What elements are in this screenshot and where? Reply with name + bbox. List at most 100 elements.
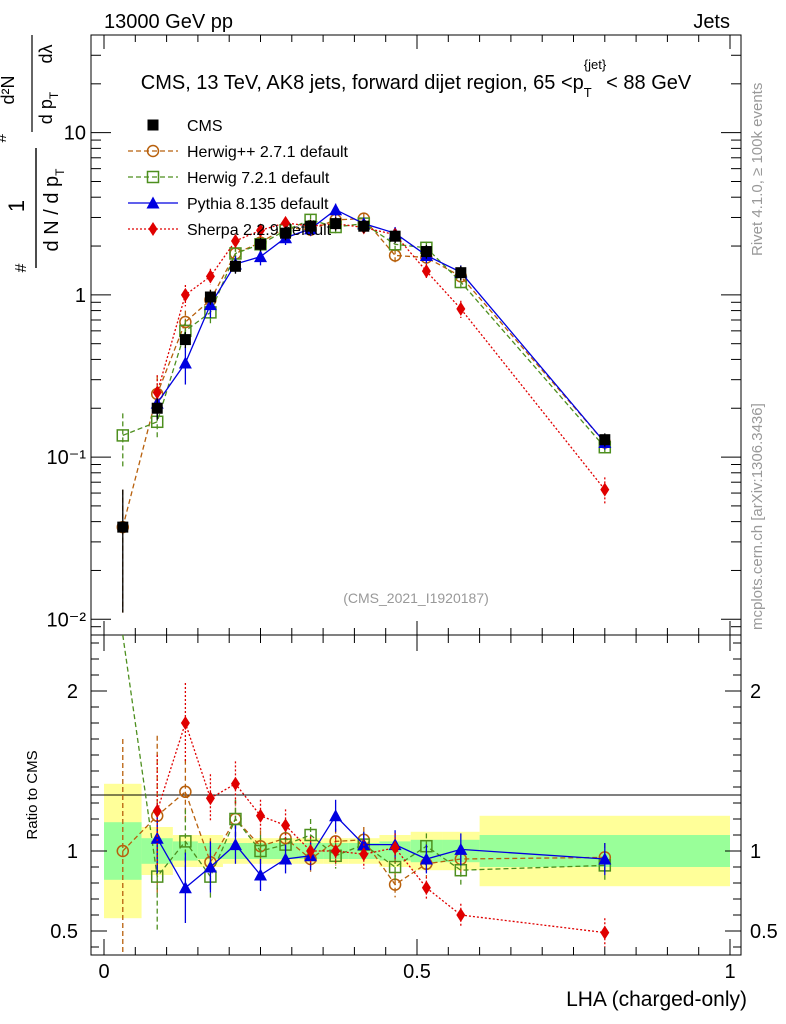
main-2-line bbox=[156, 208, 606, 443]
main-y-tick-label: 10⁻² bbox=[47, 609, 87, 631]
ratio-2-point bbox=[329, 809, 343, 822]
main-2-point bbox=[178, 356, 192, 369]
main-data-point bbox=[117, 521, 129, 533]
ylabel-dN-main: d N / d p bbox=[41, 176, 63, 252]
main-0-line bbox=[122, 217, 606, 528]
main-data-point bbox=[330, 218, 342, 230]
ylabel-dlambda: dλ bbox=[36, 44, 56, 63]
main-data-point bbox=[280, 227, 292, 239]
ratio-1-point bbox=[304, 828, 317, 842]
main-data-point bbox=[599, 434, 611, 446]
legend-marker bbox=[146, 144, 160, 158]
main-data-point bbox=[151, 402, 163, 414]
main-3-series bbox=[152, 215, 610, 505]
main-y-tick-label: 1 bbox=[75, 285, 86, 307]
ratio-3-point bbox=[421, 880, 431, 895]
chart-title: CMS, 13 TeV, AK8 jets, forward dijet reg… bbox=[141, 57, 692, 100]
main-3-point bbox=[230, 233, 240, 248]
main-2-point bbox=[329, 203, 343, 216]
legend-marker bbox=[148, 222, 158, 236]
ylabel-d2N: d²N bbox=[0, 75, 18, 104]
legend-marker bbox=[146, 196, 160, 209]
main-3-point bbox=[205, 269, 215, 284]
chart-title-sub: T bbox=[584, 85, 592, 100]
ratio-3-series bbox=[152, 683, 610, 947]
main-2-series bbox=[150, 203, 612, 450]
main-series bbox=[116, 203, 612, 613]
ratio-y-tick-label-right: 1 bbox=[750, 841, 761, 863]
ratio-2-point bbox=[150, 831, 164, 844]
main-3-point bbox=[456, 301, 466, 316]
main-3-point bbox=[180, 287, 190, 302]
ratio-2-point bbox=[279, 852, 293, 865]
rivet-label: Rivet 4.1.0, ≥ 100k events bbox=[749, 83, 766, 256]
legend-label: Herwig++ 2.7.1 default bbox=[187, 144, 349, 161]
xlabel: LHA (charged-only) bbox=[566, 988, 747, 1011]
ratio-ylabel: Ratio to CMS bbox=[24, 750, 41, 839]
ratio-3-point bbox=[230, 776, 240, 791]
main-y-tick-label: 10⁻¹ bbox=[47, 447, 87, 469]
main-1-line bbox=[122, 219, 606, 448]
ratio-1-point bbox=[229, 812, 242, 826]
legend-label: Herwig 7.2.1 default bbox=[187, 170, 330, 187]
chart-title-tail: < 88 GeV bbox=[606, 72, 692, 94]
chart-title-main: CMS, 13 TeV, AK8 jets, forward dijet reg… bbox=[141, 72, 584, 94]
ylabel-one: 1 bbox=[4, 200, 29, 212]
main-3-point bbox=[421, 264, 431, 279]
ratio-2-point bbox=[254, 868, 267, 881]
ratio-3-point bbox=[456, 908, 466, 922]
main-data-point bbox=[255, 238, 266, 250]
main-3-point bbox=[256, 223, 265, 238]
ratio-2-point bbox=[454, 842, 468, 855]
ratio-y-tick-label: 1 bbox=[67, 841, 78, 863]
ratio-3-point bbox=[152, 804, 162, 818]
ratio-3-point bbox=[205, 791, 215, 806]
ratio-3-point bbox=[359, 847, 369, 862]
main-0-series bbox=[116, 212, 612, 613]
ratio-3-point bbox=[281, 818, 291, 833]
ratio-y-tick-label: 0.5 bbox=[50, 921, 78, 943]
ratio-3-point bbox=[180, 716, 190, 730]
main-y-tick-label: 10 bbox=[64, 123, 86, 145]
ratio-2-point bbox=[228, 838, 242, 851]
legend-marker bbox=[147, 119, 159, 131]
main-data-point bbox=[455, 267, 467, 279]
ratio-0-point bbox=[116, 844, 130, 858]
ratio-2-point bbox=[178, 881, 192, 894]
main-1-series bbox=[116, 213, 612, 468]
ratio-3-point bbox=[390, 840, 400, 855]
legend-marker bbox=[146, 170, 160, 184]
ratio-series bbox=[116, 634, 612, 955]
ratio-2-point bbox=[419, 852, 433, 865]
main-1-point bbox=[116, 429, 130, 442]
ylabel-hash-1: # bbox=[13, 263, 30, 272]
ratio-2-point bbox=[598, 852, 612, 865]
ratio-3-point bbox=[256, 808, 265, 823]
x-tick-label: 0.5 bbox=[403, 961, 431, 983]
main-axis-ticks: 10⁻² 10⁻¹ 1 10 bbox=[47, 35, 741, 635]
ylabel-dp-sub: T bbox=[47, 91, 61, 99]
ratio-2-point bbox=[203, 860, 217, 873]
main-ylabel: # 1 d N / d pT # d²N d pT dλ bbox=[0, 35, 67, 272]
ratio-0-line bbox=[122, 790, 605, 886]
x-tick-label: 1 bbox=[724, 961, 735, 983]
main-3-point bbox=[281, 215, 291, 230]
main-data-point bbox=[305, 220, 317, 232]
ylabel-dN-sub: T bbox=[53, 168, 67, 176]
x-tick-label: 0 bbox=[98, 961, 109, 983]
ratio-y-tick-label: 2 bbox=[67, 681, 78, 703]
main-data-point bbox=[179, 334, 191, 346]
ratio-1-series bbox=[122, 634, 612, 933]
main-data-series bbox=[117, 217, 611, 613]
main-3-point bbox=[152, 385, 162, 400]
ylabel-dp-main: d p bbox=[36, 99, 56, 124]
legend-label: Sherpa 2.2.9 default bbox=[187, 222, 332, 239]
ratio-y-tick-label-right: 2 bbox=[750, 681, 761, 703]
ratio-axis-ticks: 0.5 0.5 1 1 2 2 0 0.5 1 bbox=[50, 635, 778, 983]
legend-label: Pythia 8.135 default bbox=[187, 196, 329, 213]
ratio-y-tick-label-right: 0.5 bbox=[750, 921, 778, 943]
main-data-point bbox=[204, 291, 216, 303]
header-left-label: 13000 GeV pp bbox=[104, 11, 233, 33]
main-data-point bbox=[420, 246, 432, 258]
